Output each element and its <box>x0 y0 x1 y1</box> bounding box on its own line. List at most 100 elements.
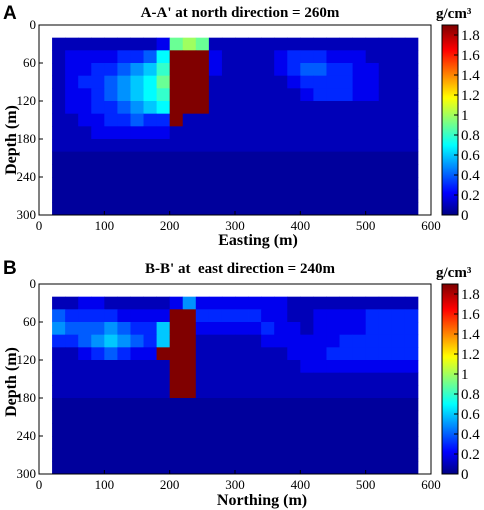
heatmap-cell <box>300 126 314 140</box>
heatmap-cell <box>104 385 118 399</box>
heatmap-cell <box>274 101 288 115</box>
heatmap-cell <box>365 75 380 89</box>
heatmap-cell <box>404 322 419 336</box>
heatmap-cell <box>313 50 327 64</box>
colorbar-segment <box>442 167 458 170</box>
heatmap-cell <box>313 101 327 115</box>
heatmap-cell <box>104 126 118 140</box>
heatmap-cell <box>169 164 184 178</box>
heatmap-cell <box>313 398 327 412</box>
heatmap-cell <box>117 202 131 216</box>
heatmap-cell <box>313 410 327 424</box>
colorbar-segment <box>442 372 458 375</box>
heatmap-cell <box>65 410 79 424</box>
colorbar-tick-label: 1 <box>461 367 469 383</box>
heatmap-cell <box>378 334 393 348</box>
heatmap-cell <box>143 461 157 475</box>
x-tick-label: 400 <box>291 477 311 492</box>
heatmap-cell <box>169 177 184 191</box>
colorbar-segment <box>442 286 458 289</box>
heatmap-cell <box>352 436 367 450</box>
heatmap-cell <box>117 126 131 140</box>
heatmap-cell <box>378 385 393 399</box>
colorbar-segment <box>442 161 458 164</box>
heatmap-cell <box>404 296 419 310</box>
heatmap-cell <box>274 334 288 348</box>
heatmap-cell <box>404 423 419 437</box>
heatmap-cell <box>221 63 236 77</box>
heatmap-cell <box>352 177 367 191</box>
heatmap-cell <box>221 75 236 89</box>
heatmap-cell <box>339 101 353 115</box>
heatmap-cell <box>78 164 92 178</box>
heatmap-cell <box>300 347 314 361</box>
colorbar-segment <box>442 336 458 339</box>
heatmap-cell <box>391 88 406 102</box>
heatmap-cell <box>208 461 223 475</box>
heatmap-cell <box>156 296 171 310</box>
heatmap-cell <box>391 322 406 336</box>
colorbar-segment <box>442 73 458 76</box>
heatmap-cell <box>208 88 223 102</box>
heatmap-cell <box>104 347 118 361</box>
heatmap-cell <box>182 164 197 178</box>
heatmap-cell <box>287 296 301 310</box>
heatmap-cell <box>274 347 288 361</box>
heatmap-cell <box>117 189 131 203</box>
heatmap-cell <box>91 334 105 348</box>
heatmap-cell <box>208 347 223 361</box>
heatmap-cell <box>248 410 262 424</box>
heatmap-cell <box>300 202 314 216</box>
heatmap-cell <box>104 448 118 462</box>
colorbar-segment <box>442 306 458 309</box>
colorbar-segment <box>442 199 458 202</box>
heatmap-cell <box>195 423 210 437</box>
heatmap-cell <box>104 164 118 178</box>
colorbar-segment <box>442 448 458 451</box>
colorbar-segment <box>442 77 458 80</box>
heatmap-cell <box>378 126 393 140</box>
heatmap-cell <box>52 88 66 102</box>
heatmap-cell <box>274 410 288 424</box>
heatmap-cell <box>156 347 171 361</box>
heatmap-cell <box>378 164 393 178</box>
heatmap-cell <box>326 101 340 115</box>
y-tick-label: 180 <box>17 390 37 405</box>
colorbar-tick-label: 1.6 <box>461 307 480 323</box>
heatmap-cell <box>391 461 406 475</box>
colorbar-segment <box>442 436 458 439</box>
heatmap-cell <box>365 347 380 361</box>
heatmap-cell <box>182 322 197 336</box>
heatmap-cell <box>169 436 184 450</box>
heatmap-cell <box>208 164 223 178</box>
heatmap-cell <box>130 322 144 336</box>
heatmap-cell <box>378 101 393 115</box>
colorbar-segment <box>442 143 458 146</box>
heatmap-cell <box>326 189 340 203</box>
heatmap-cell <box>169 151 184 165</box>
heatmap-cell <box>195 151 210 165</box>
heatmap-cell <box>104 189 118 203</box>
heatmap-cell <box>169 189 184 203</box>
heatmap-cell <box>221 360 236 374</box>
heatmap-cell <box>208 63 223 77</box>
heatmap-cell <box>404 50 419 64</box>
heatmap-cell <box>117 334 131 348</box>
heatmap-cell <box>169 360 184 374</box>
heatmap-cell <box>130 360 144 374</box>
heatmap-cell <box>365 309 380 323</box>
heatmap-cell <box>52 189 66 203</box>
heatmap-cell <box>261 139 275 153</box>
heatmap-cell <box>300 423 314 437</box>
panel-b-letter: B <box>3 258 17 279</box>
heatmap-cell <box>261 50 275 64</box>
heatmap-cell <box>143 423 157 437</box>
colorbar-segment <box>442 107 458 110</box>
heatmap-cell <box>182 50 197 64</box>
heatmap-cell <box>130 202 144 216</box>
heatmap-cell <box>261 372 275 386</box>
heatmap-cell <box>104 63 118 77</box>
heatmap-cell <box>235 101 249 115</box>
colorbar-segment <box>442 452 458 455</box>
heatmap-cell <box>274 360 288 374</box>
